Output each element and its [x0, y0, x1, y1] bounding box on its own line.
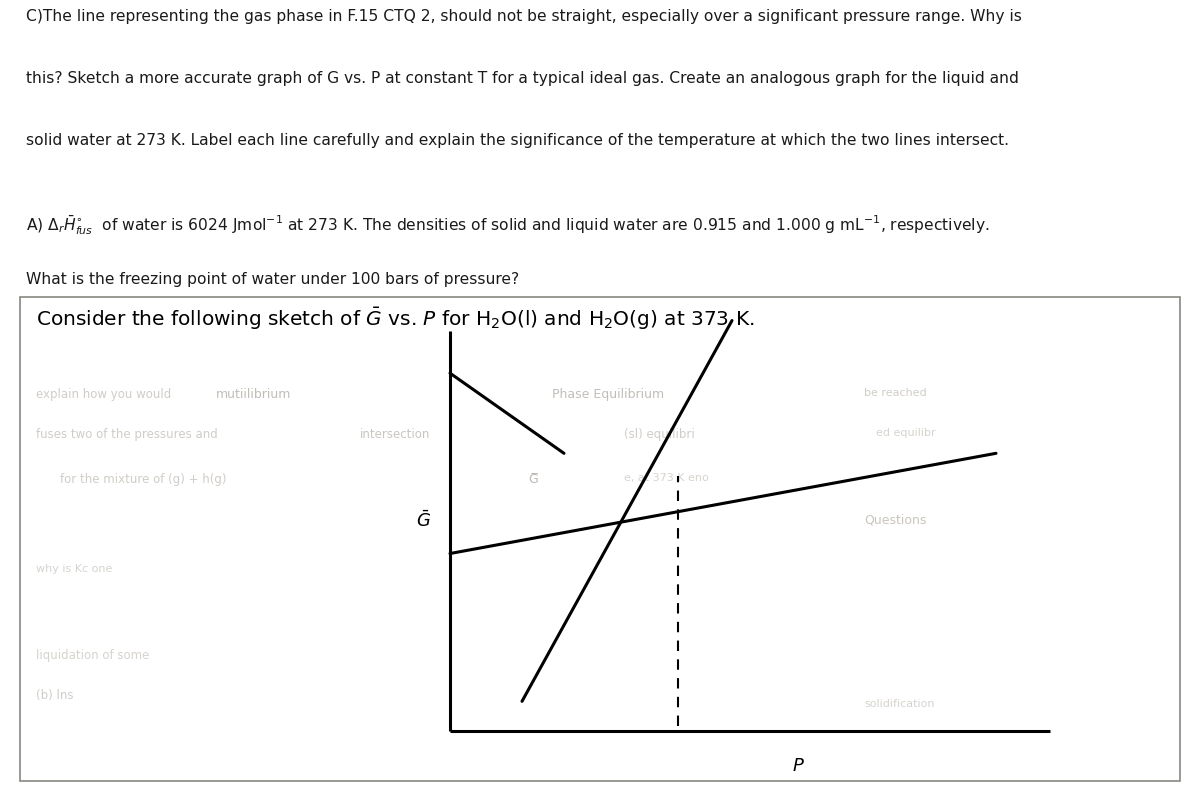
Text: (sl) equilibri: (sl) equilibri	[624, 428, 695, 441]
Text: why is Kc one: why is Kc one	[36, 563, 113, 574]
Text: explain how you would: explain how you would	[36, 388, 172, 401]
Text: $P$: $P$	[792, 757, 804, 776]
Text: solid water at 273 K. Label each line carefully and explain the significance of : solid water at 273 K. Label each line ca…	[26, 133, 1009, 148]
Text: intersection: intersection	[360, 428, 431, 441]
Text: C)The line representing the gas phase in F.15 CTQ 2, should not be straight, esp: C)The line representing the gas phase in…	[26, 9, 1022, 24]
Text: (b) lns: (b) lns	[36, 689, 73, 701]
Text: ed equilibr: ed equilibr	[876, 428, 936, 438]
Text: Questions: Questions	[864, 514, 926, 526]
Text: Consider the following sketch of $\bar{G}$ vs. $P$ for H$_2$O(l) and H$_2$O(g) a: Consider the following sketch of $\bar{G…	[36, 305, 755, 331]
Text: G̅: G̅	[528, 473, 538, 486]
Text: liquidation of some: liquidation of some	[36, 649, 149, 662]
Text: this? Sketch a more accurate graph of G vs. P at constant T for a typical ideal : this? Sketch a more accurate graph of G …	[26, 71, 1019, 86]
Text: for the mixture of (g) + h(g): for the mixture of (g) + h(g)	[60, 473, 227, 486]
Text: Phase Equilibrium: Phase Equilibrium	[552, 388, 664, 401]
Text: What is the freezing point of water under 100 bars of pressure?: What is the freezing point of water unde…	[26, 272, 520, 287]
Text: $\bar{G}$: $\bar{G}$	[416, 510, 431, 531]
Text: fuses two of the pressures and: fuses two of the pressures and	[36, 428, 217, 441]
Text: mutiilibrium: mutiilibrium	[216, 388, 292, 401]
Text: be reached: be reached	[864, 388, 926, 398]
Text: solidification: solidification	[864, 699, 935, 709]
Text: A) $\Delta_r\bar{H}^{\circ}_{fus}$  of water is 6024 Jmol$^{-1}$ at 273 K. The d: A) $\Delta_r\bar{H}^{\circ}_{fus}$ of wa…	[26, 213, 990, 237]
Text: e, at 373 K eno: e, at 373 K eno	[624, 473, 709, 484]
